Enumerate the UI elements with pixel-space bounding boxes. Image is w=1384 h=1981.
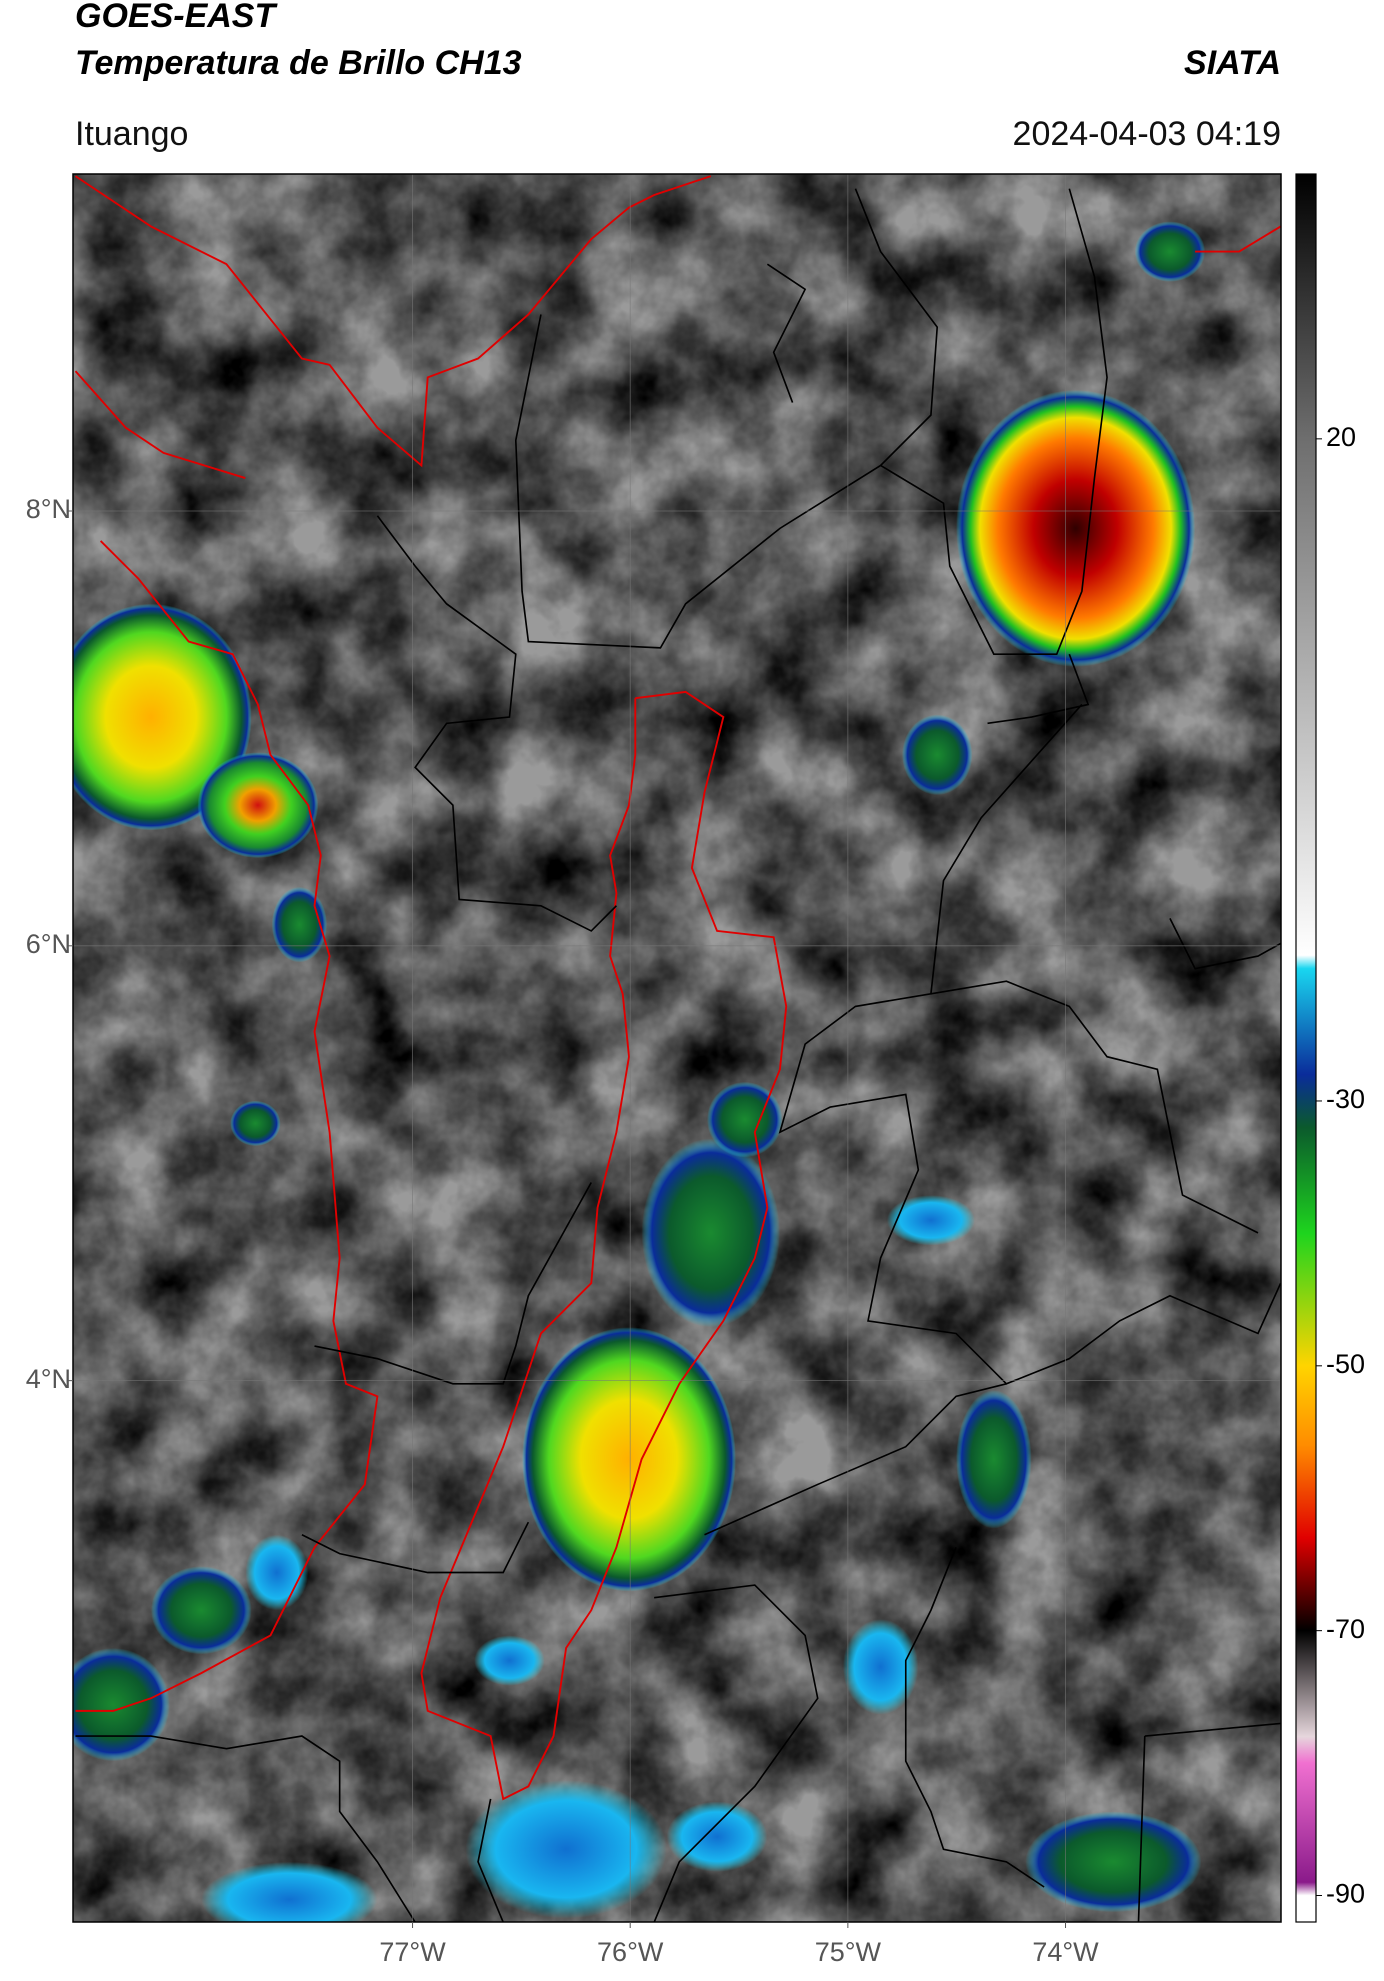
colorbar-tick-label: -30 <box>1326 1084 1365 1114</box>
lon-tick-label: 76°W <box>597 1937 664 1967</box>
lon-tick-label: 74°W <box>1032 1937 1099 1967</box>
datetime: 2024-04-03 04:19 <box>1013 115 1281 153</box>
title-line2: Temperatura de Brillo CH13 <box>75 44 522 82</box>
lon-tick-label: 75°W <box>815 1937 882 1967</box>
colorbar <box>1295 173 1317 1923</box>
lat-tick-label: 6°N <box>26 929 71 959</box>
lat-tick-label: 4°N <box>26 1364 71 1394</box>
colorbar-tick-label: -70 <box>1326 1614 1365 1644</box>
colorbar-tick-label: -90 <box>1326 1879 1365 1909</box>
colorbar-tick-label: -50 <box>1326 1349 1365 1379</box>
location: Ituango <box>75 115 188 153</box>
colorbar-tick-label: 20 <box>1326 422 1356 452</box>
source: SIATA <box>1184 44 1281 82</box>
lon-tick-label: 77°W <box>379 1937 446 1967</box>
map-frame <box>72 173 1282 1923</box>
title-line1: GOES-EAST <box>75 0 278 35</box>
lat-tick-label: 8°N <box>26 494 71 524</box>
map-image <box>73 174 1281 1922</box>
grid <box>73 174 1281 1922</box>
